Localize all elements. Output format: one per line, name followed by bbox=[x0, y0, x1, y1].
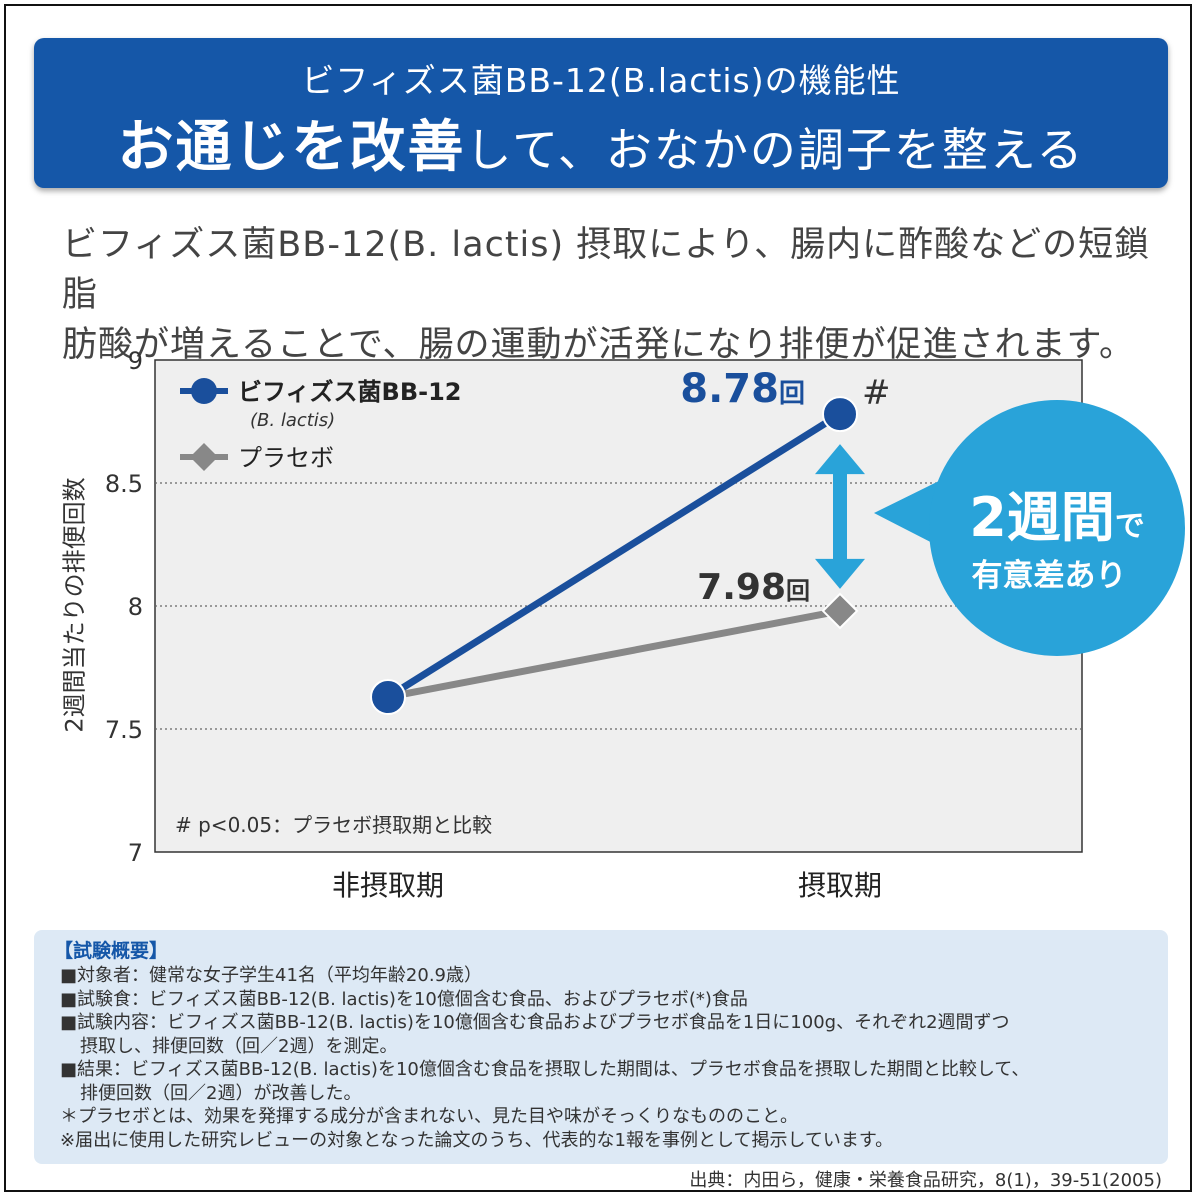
study-row: ■結果：ビフィズス菌BB-12(B. lactis)を10億個含む食品を摂取した… bbox=[60, 1059, 1030, 1080]
plot-area bbox=[154, 359, 1083, 853]
legend-label-bb12-sub: (B. lactis) bbox=[250, 410, 335, 431]
study-summary-rows: ■対象者：健常な女子学生41名（平均年齢20.9歳） ■試験食：ビフィズス菌BB… bbox=[60, 964, 1160, 1152]
study-row: ■試験内容：ビフィズス菌BB-12(B. lactis)を10億個含む食品および… bbox=[60, 1012, 1010, 1033]
annotation-text-line-1: 2週間で bbox=[969, 486, 1145, 549]
series-line-bb12 bbox=[386, 411, 842, 700]
description-line-1: ビフィズス菌BB-12(B. lactis) 摂取により、腸内に酢酸などの短鎖脂 bbox=[62, 225, 1151, 315]
study-row: ■対象者：健常な女子学生41名（平均年齢20.9歳） bbox=[60, 965, 482, 986]
x-tick-label: 非摂取期 bbox=[332, 869, 444, 902]
banner-title-bold: お通じを改善 bbox=[117, 115, 466, 180]
annotation-text-line-2: 有意差あり bbox=[972, 558, 1127, 594]
study-row: 摂取し、排便回数（回／2週）を測定。 bbox=[80, 1035, 398, 1057]
banner-title: お通じを改善して、おなかの調子を整える bbox=[34, 102, 1168, 183]
significance-mark: # bbox=[862, 373, 891, 413]
banner-title-rest: して、おなかの調子を整える bbox=[465, 123, 1085, 177]
y-tick-label: 9 bbox=[128, 347, 143, 375]
annotation-bubble bbox=[929, 400, 1185, 656]
x-tick-label: 摂取期 bbox=[798, 869, 882, 902]
study-summary-heading: 【試験概要】 bbox=[54, 940, 169, 962]
legend-label-placebo: プラセボ bbox=[238, 444, 334, 472]
difference-arrow-head-down bbox=[815, 558, 865, 589]
study-row: 排便回数（回／2週）が改善した。 bbox=[80, 1082, 362, 1104]
description: ビフィズス菌BB-12(B. lactis) 摂取により、腸内に酢酸などの短鎖脂… bbox=[62, 220, 1162, 370]
data-point-bb12 bbox=[370, 679, 406, 716]
study-summary-box: 【試験概要】 ■対象者：健常な女子学生41名（平均年齢20.9歳） ■試験食：ビ… bbox=[34, 930, 1168, 1164]
study-row: ■試験食：ビフィズス菌BB-12(B. lactis)を10億個含む食品、および… bbox=[60, 988, 748, 1010]
legend-label-bb12: ビフィズス菌BB-12 bbox=[238, 378, 461, 406]
series-line-placebo bbox=[387, 607, 841, 701]
data-point-bb12 bbox=[822, 396, 858, 433]
legend-marker-bb12 bbox=[191, 378, 217, 404]
banner-subtitle: ビフィズス菌BB-12(B.lactis)の機能性 bbox=[301, 61, 901, 100]
study-row: ＊プラセボとは、効果を発揮する成分が含まれない、見た目や味がそっくりなもののこと… bbox=[60, 1106, 798, 1127]
y-tick-label: 8 bbox=[128, 593, 143, 621]
data-point-placebo bbox=[821, 592, 859, 630]
difference-arrow-shaft bbox=[833, 472, 847, 561]
legend-marker-placebo bbox=[190, 443, 218, 471]
difference-arrow-head-up bbox=[815, 444, 865, 475]
title-banner: ビフィズス菌BB-12(B.lactis)の機能性 お通じを改善して、おなかの調… bbox=[34, 38, 1168, 188]
source-citation: 出典：内田ら，健康・栄養食品研究，8(1)，39-51(2005) bbox=[689, 1170, 1162, 1191]
y-tick-label: 8.5 bbox=[105, 470, 143, 498]
study-row: ※届出に使用した研究レビューの対象となった論文のうち、代表的な1報を事例として掲… bbox=[60, 1129, 894, 1151]
description-line-2: 肪酸が増えることで、腸の運動が活発になり排便が促進されます。 bbox=[62, 325, 1136, 365]
y-tick-label: 7.5 bbox=[105, 716, 143, 744]
chart-footnote: # p<0.05：プラセボ摂取期と比較 bbox=[175, 813, 492, 837]
data-label-bb12: 8.78回 bbox=[680, 366, 805, 412]
y-tick-label: 7 bbox=[128, 839, 143, 867]
data-label-placebo: 7.98回 bbox=[697, 567, 810, 608]
